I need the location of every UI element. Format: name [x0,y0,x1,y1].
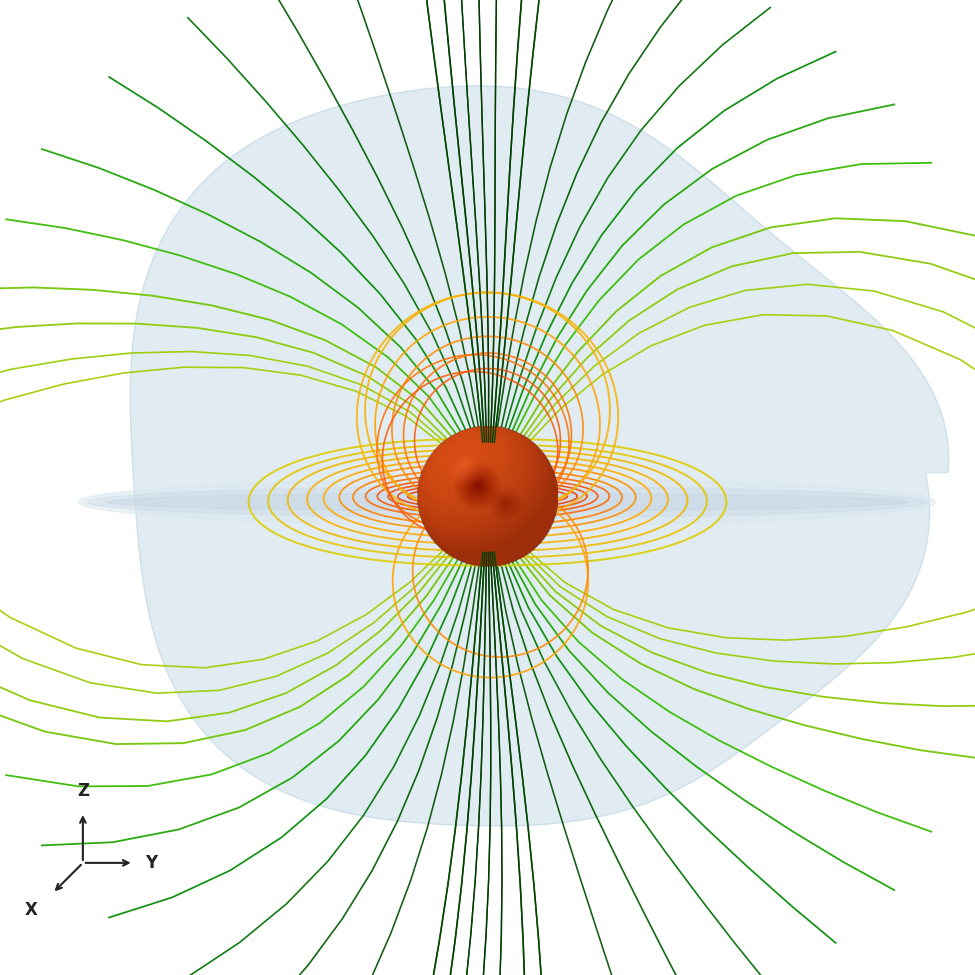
Text: Z: Z [77,783,89,800]
Ellipse shape [107,493,907,511]
Polygon shape [131,86,949,826]
Ellipse shape [78,479,936,526]
Ellipse shape [88,487,926,518]
Text: X: X [25,901,38,919]
Text: Y: Y [145,854,157,872]
